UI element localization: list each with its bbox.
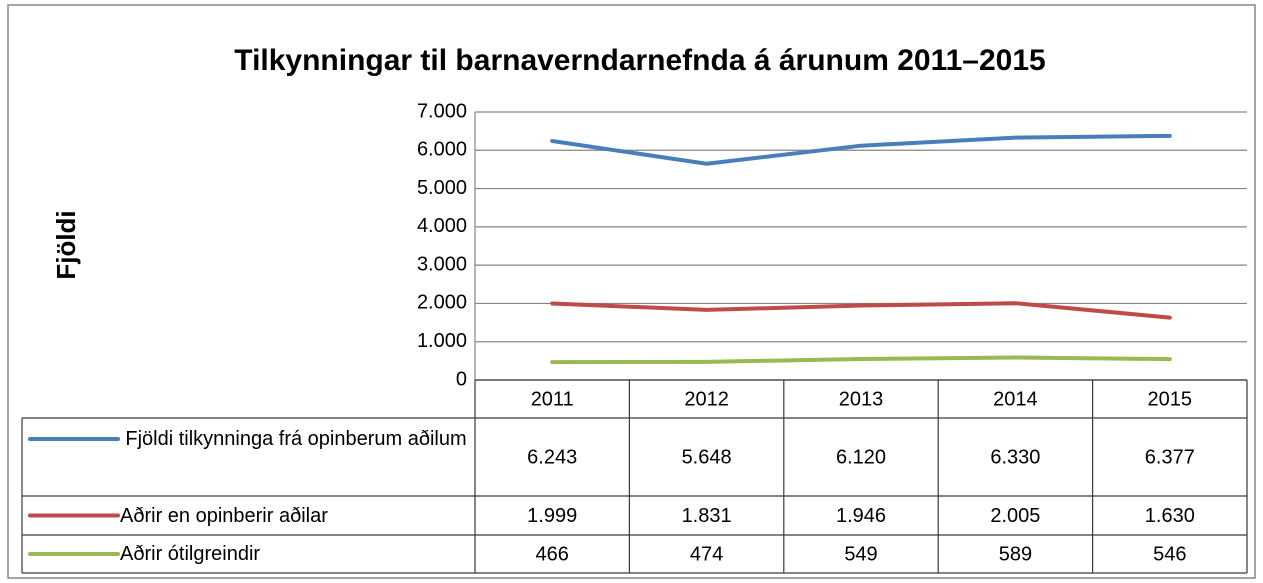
y-tick-label: 5.000 (417, 177, 467, 199)
series-line (550, 133, 1172, 166)
x-tick-label: 2012 (684, 388, 729, 410)
table-value: 6.330 (990, 446, 1040, 468)
legend-label: Aðrir ótilgreindir (120, 543, 261, 565)
table-value: 5.648 (682, 446, 732, 468)
chart-border (7, 4, 1256, 579)
x-tick-label: 2013 (839, 388, 884, 410)
table-value: 1.831 (682, 505, 732, 527)
y-tick-label: 6.000 (417, 139, 467, 161)
table-value: 6.377 (1145, 446, 1195, 468)
y-tick-label: 4.000 (417, 215, 467, 237)
series-line (550, 301, 1172, 320)
x-tick-label: 2015 (1148, 388, 1193, 410)
table-value: 6.120 (836, 446, 886, 468)
y-tick-label: 2.000 (417, 292, 467, 314)
legend-label: Aðrir en opinberir aðilar (120, 504, 328, 527)
legend-label: Fjöldi tilkynninga frá opinberum aðilum (125, 428, 467, 450)
table-value: 1.630 (1145, 505, 1195, 527)
y-tick-label: 1.000 (417, 330, 467, 352)
table-value: 466 (536, 543, 569, 565)
y-tick-label: 3.000 (417, 253, 467, 275)
y-axis-label: Fjöldi (51, 210, 81, 279)
table-value: 589 (999, 543, 1032, 565)
table-value: 6.243 (527, 446, 577, 468)
table-value: 1.999 (527, 505, 577, 527)
table-value: 1.946 (836, 505, 886, 527)
table-value: 474 (690, 543, 723, 565)
y-tick-label: 0 (456, 368, 467, 390)
x-tick-label: 2014 (993, 388, 1038, 410)
series-line (550, 355, 1172, 365)
y-tick-label: 7.000 (417, 100, 467, 122)
x-tick-label: 2011 (531, 388, 574, 410)
table-value: 549 (844, 543, 877, 565)
table-value: 2.005 (990, 505, 1040, 527)
table-value: 546 (1153, 543, 1186, 565)
chart-title: Tilkynningar til barnaverndarnefnda á ár… (234, 44, 1045, 77)
